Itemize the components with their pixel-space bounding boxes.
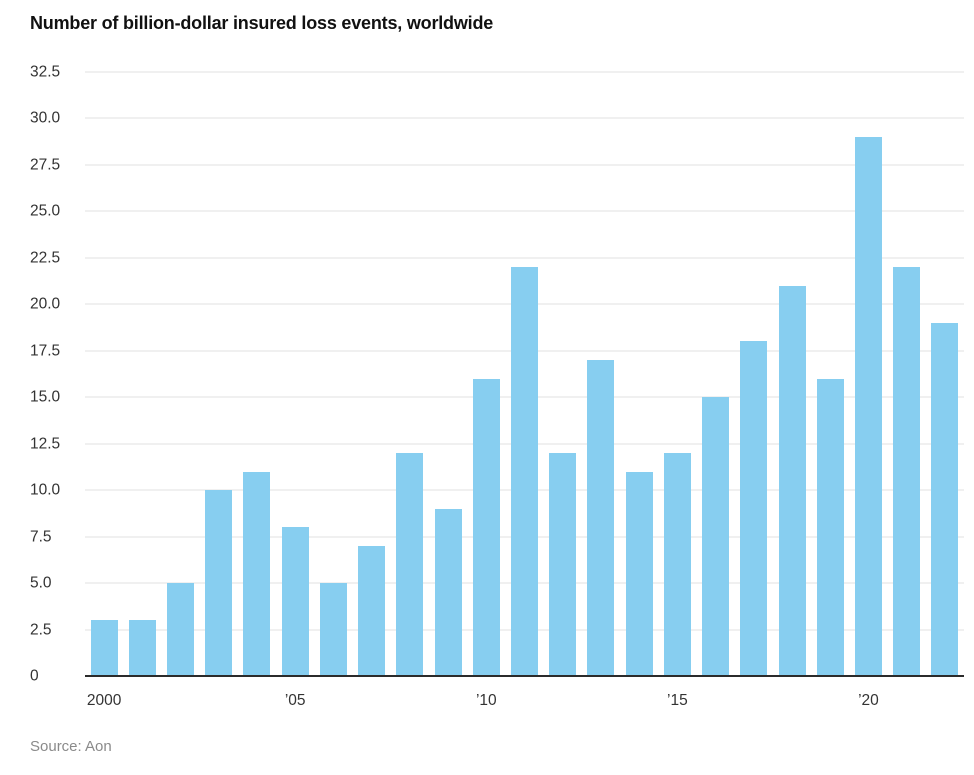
y-tick-label: 5.0 xyxy=(30,574,52,592)
bar-2006 xyxy=(319,583,347,676)
bar-slot xyxy=(773,72,811,676)
bar-slot xyxy=(429,72,467,676)
bar-2002 xyxy=(167,583,195,676)
y-tick-label: 27.5 xyxy=(30,156,61,174)
bar-2005 xyxy=(281,527,309,676)
bar-2021 xyxy=(893,267,921,676)
bar-2019 xyxy=(816,378,844,676)
bar-2011 xyxy=(511,267,539,676)
y-tick-label: 7.5 xyxy=(30,527,52,545)
y-tick-label: 10.0 xyxy=(30,481,61,499)
bar-slot xyxy=(697,72,735,676)
y-tick-label: 25.0 xyxy=(30,202,61,220)
bar-slot xyxy=(849,72,887,676)
bar-2012 xyxy=(549,453,577,676)
bar-slot xyxy=(505,72,543,676)
source-label: Source: Aon xyxy=(30,738,112,755)
bar-slot xyxy=(926,72,964,676)
y-tick-label: 17.5 xyxy=(30,342,61,360)
bar-2017 xyxy=(740,341,768,676)
bar-slot xyxy=(161,72,199,676)
y-tick-label: 30.0 xyxy=(30,109,61,127)
y-tick-label: 12.5 xyxy=(30,434,61,452)
bar-2020 xyxy=(854,137,882,676)
x-axis-baseline xyxy=(85,675,964,677)
bar-2016 xyxy=(702,397,730,676)
y-tick-label: 15.0 xyxy=(30,388,61,406)
bar-2008 xyxy=(396,453,424,676)
y-tick-label: 32.5 xyxy=(30,63,61,81)
bar-2009 xyxy=(434,508,462,676)
bar-slot xyxy=(276,72,314,676)
bar-slot xyxy=(391,72,429,676)
x-axis-labels: 2000 ’05 ’10 ’15 ’20 xyxy=(85,676,964,716)
x-tick-label: ’20 xyxy=(858,692,879,709)
bar-2000 xyxy=(90,620,118,676)
gridline xyxy=(85,117,964,119)
x-tick-label: ’10 xyxy=(475,692,497,709)
bar-slot xyxy=(467,72,505,676)
bar-2010 xyxy=(472,378,500,676)
bar-slot xyxy=(620,72,658,676)
bar-slot xyxy=(314,72,352,676)
bar-slot xyxy=(200,72,238,676)
bar-slot xyxy=(811,72,849,676)
bar-slot xyxy=(582,72,620,676)
bar-slot xyxy=(238,72,276,676)
bar-2004 xyxy=(243,471,271,676)
plot-area: 0 2.5 5.0 7.5 10.0 12.5 15.0 17.5 20.0 22.5 25.0 27… xyxy=(30,64,964,709)
bar-2014 xyxy=(625,471,653,676)
y-tick-label: 2.5 xyxy=(30,620,52,638)
bar-2022 xyxy=(931,322,959,676)
bar-slot xyxy=(123,72,161,676)
bar-2007 xyxy=(358,545,386,676)
bar-2001 xyxy=(128,620,156,676)
gridline xyxy=(85,257,964,259)
gridline xyxy=(85,71,964,73)
y-tick-label: 20.0 xyxy=(30,295,61,313)
bar-slot xyxy=(888,72,926,676)
y-tick-label: 22.5 xyxy=(30,249,61,267)
bar-slot xyxy=(658,72,696,676)
x-tick-label: 2000 xyxy=(86,692,122,709)
bar-2003 xyxy=(205,490,233,676)
x-tick-label: ’05 xyxy=(284,692,306,709)
y-tick-label: 0 xyxy=(30,667,39,685)
bar-slot xyxy=(544,72,582,676)
bar-2013 xyxy=(587,360,615,676)
bar-2018 xyxy=(778,285,806,676)
bar-2015 xyxy=(663,453,691,676)
bar-slot xyxy=(85,72,123,676)
bars-layer xyxy=(85,72,964,676)
bar-slot xyxy=(735,72,773,676)
x-tick-label: ’15 xyxy=(667,692,688,709)
gridline xyxy=(85,164,964,166)
bar-slot xyxy=(353,72,391,676)
chart-title: Number of billion-dollar insured loss ev… xyxy=(30,13,494,33)
gridline xyxy=(85,210,964,212)
